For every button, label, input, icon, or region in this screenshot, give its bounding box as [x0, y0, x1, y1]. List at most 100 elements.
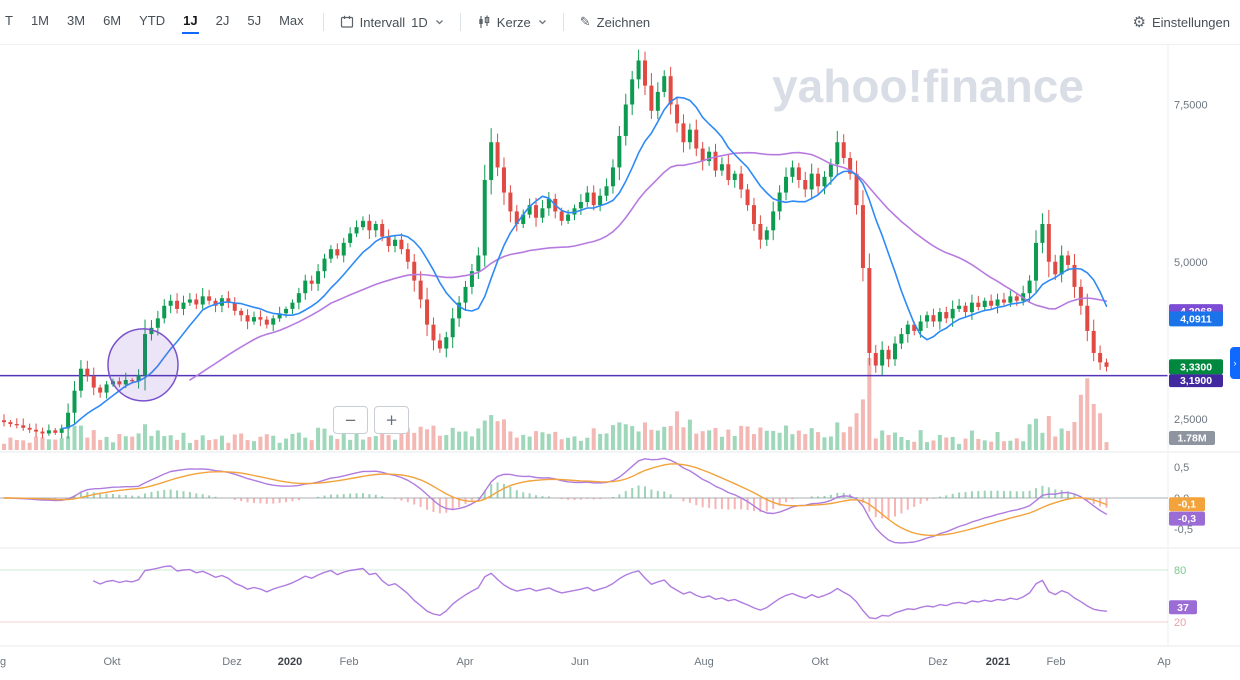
candle-body	[290, 302, 295, 309]
macd-histogram-bar	[772, 498, 775, 510]
volume-bar	[867, 358, 872, 450]
volume-bar	[1098, 413, 1103, 450]
candle-body	[40, 431, 45, 434]
macd-histogram-bar	[272, 498, 275, 504]
candle-body	[1085, 305, 1090, 331]
range-button-3m[interactable]: 3M	[58, 9, 94, 36]
range-button-1m[interactable]: 1M	[22, 9, 58, 36]
macd-histogram-bar	[990, 490, 993, 498]
candle-body	[892, 343, 897, 360]
candle-body	[931, 315, 936, 322]
zoom-out-button[interactable]: −	[333, 406, 368, 434]
macd-histogram-bar	[490, 484, 493, 498]
candle-body	[495, 142, 500, 168]
range-button-max[interactable]: Max	[270, 9, 313, 36]
macd-histogram-bar	[445, 498, 448, 513]
candle-body	[450, 318, 455, 338]
macd-histogram-bar	[1047, 487, 1050, 498]
candle-body	[457, 302, 462, 319]
volume-bar	[649, 429, 654, 450]
macd-histogram-bar	[176, 490, 179, 498]
macd-histogram-bar	[400, 498, 403, 501]
volume-bar	[239, 433, 244, 450]
macd-histogram-bar	[502, 483, 505, 498]
volume-bar	[431, 425, 436, 450]
candle-body	[860, 205, 865, 269]
candle-body	[469, 271, 474, 287]
settings-button[interactable]: ⚙ Einstellungen	[1126, 9, 1236, 35]
macd-histogram-bar	[631, 487, 634, 498]
volume-bar	[598, 433, 603, 450]
volume-bar	[143, 424, 148, 450]
candle-body	[425, 299, 430, 325]
draw-label: Zeichnen	[596, 14, 651, 30]
draw-button[interactable]: ✎ Zeichnen	[574, 11, 656, 34]
candle-body	[380, 224, 385, 237]
volume-bar	[360, 439, 365, 450]
macd-histogram-bar	[977, 491, 980, 498]
range-button-ytd[interactable]: YTD	[130, 9, 174, 36]
macd-histogram-bar	[714, 498, 717, 510]
macd-histogram-bar	[1073, 494, 1076, 498]
x-axis-label: Okt	[811, 656, 828, 668]
candle-body	[739, 173, 744, 190]
interval-dropdown[interactable]: Intervall 1D	[334, 11, 450, 34]
candle-body	[72, 390, 77, 413]
volume-bar	[78, 425, 83, 450]
candle-body	[2, 420, 6, 423]
volume-bar	[892, 432, 897, 450]
volume-bar	[937, 434, 942, 450]
macd-histogram-bar	[887, 498, 890, 519]
candle-body	[200, 296, 205, 305]
macd-histogram-bar	[1028, 490, 1031, 498]
macd-histogram-bar	[778, 498, 781, 506]
volume-bar	[354, 432, 359, 450]
macd-histogram-bar	[919, 498, 922, 504]
macd-histogram-bar	[323, 495, 326, 498]
volume-bar	[848, 426, 853, 450]
macd-histogram-bar	[644, 486, 646, 498]
range-button-6m[interactable]: 6M	[94, 9, 130, 36]
zoom-in-button[interactable]: +	[374, 406, 409, 434]
macd-histogram-bar	[656, 490, 659, 498]
macd-histogram-bar	[759, 498, 762, 513]
candle-body	[175, 300, 180, 309]
macd-histogram-bar	[817, 496, 820, 498]
macd-histogram-bar	[964, 492, 967, 498]
macd-histogram-bar	[201, 494, 204, 498]
macd-histogram-bar	[137, 495, 140, 498]
chart-type-dropdown[interactable]: Kerze	[471, 11, 553, 34]
macd-histogram-bar	[829, 494, 832, 498]
range-button-2j[interactable]: 2J	[207, 9, 239, 36]
range-button-1j[interactable]: 1J	[174, 9, 206, 36]
watermark: yahoo!finance	[772, 60, 1084, 112]
macd-histogram-bar	[1067, 491, 1070, 498]
candle-body	[393, 239, 398, 247]
candle-body	[995, 299, 1000, 306]
price-chart[interactable]: yahoo!finance7,50005,00002,50000,50,0-0,…	[0, 44, 1240, 680]
macd-histogram-bar	[477, 497, 480, 498]
candle-body	[822, 176, 827, 187]
candle-body	[925, 315, 930, 322]
macd-histogram-bar	[265, 498, 268, 504]
range-button-5j[interactable]: 5J	[238, 9, 270, 36]
volume-bar	[540, 432, 545, 450]
volume-bar	[578, 440, 583, 450]
volume-bar	[566, 437, 571, 450]
volume-bar	[149, 435, 154, 450]
volume-bar	[809, 428, 814, 450]
candle-body	[14, 424, 19, 426]
macd-histogram-bar	[419, 498, 422, 507]
last-price-badge-text: 3,3300	[1180, 361, 1212, 373]
volume-bar	[841, 432, 846, 450]
chevron-down-icon	[435, 19, 444, 25]
range-button-1t[interactable]: T	[0, 9, 22, 36]
panel-expand-tab[interactable]: ›	[1230, 347, 1240, 379]
macd-histogram-bar	[86, 491, 89, 498]
macd-histogram-bar	[958, 492, 961, 498]
candle-body	[264, 319, 269, 325]
candle-body	[322, 258, 327, 272]
volume-bar	[130, 436, 135, 450]
volume-bar	[643, 422, 647, 450]
macd-histogram-bar	[496, 482, 499, 498]
